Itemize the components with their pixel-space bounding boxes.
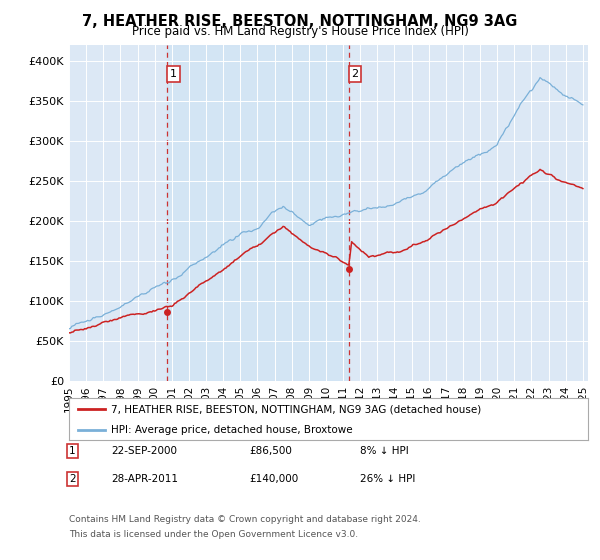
Text: 8% ↓ HPI: 8% ↓ HPI xyxy=(360,446,409,456)
Text: £86,500: £86,500 xyxy=(249,446,292,456)
Text: 7, HEATHER RISE, BEESTON, NOTTINGHAM, NG9 3AG (detached house): 7, HEATHER RISE, BEESTON, NOTTINGHAM, NG… xyxy=(110,404,481,414)
Text: 1: 1 xyxy=(69,446,76,456)
Bar xyxy=(167,45,349,381)
Text: £140,000: £140,000 xyxy=(249,474,298,484)
Text: This data is licensed under the Open Government Licence v3.0.: This data is licensed under the Open Gov… xyxy=(69,530,358,539)
Text: 1: 1 xyxy=(170,69,177,79)
Text: 2: 2 xyxy=(69,474,76,484)
Text: 26% ↓ HPI: 26% ↓ HPI xyxy=(360,474,415,484)
Text: 2: 2 xyxy=(351,69,358,79)
Text: 22-SEP-2000: 22-SEP-2000 xyxy=(111,446,177,456)
Text: Contains HM Land Registry data © Crown copyright and database right 2024.: Contains HM Land Registry data © Crown c… xyxy=(69,515,421,524)
Text: Price paid vs. HM Land Registry's House Price Index (HPI): Price paid vs. HM Land Registry's House … xyxy=(131,25,469,38)
Text: 7, HEATHER RISE, BEESTON, NOTTINGHAM, NG9 3AG: 7, HEATHER RISE, BEESTON, NOTTINGHAM, NG… xyxy=(82,14,518,29)
Text: HPI: Average price, detached house, Broxtowe: HPI: Average price, detached house, Brox… xyxy=(110,426,352,435)
Text: 28-APR-2011: 28-APR-2011 xyxy=(111,474,178,484)
